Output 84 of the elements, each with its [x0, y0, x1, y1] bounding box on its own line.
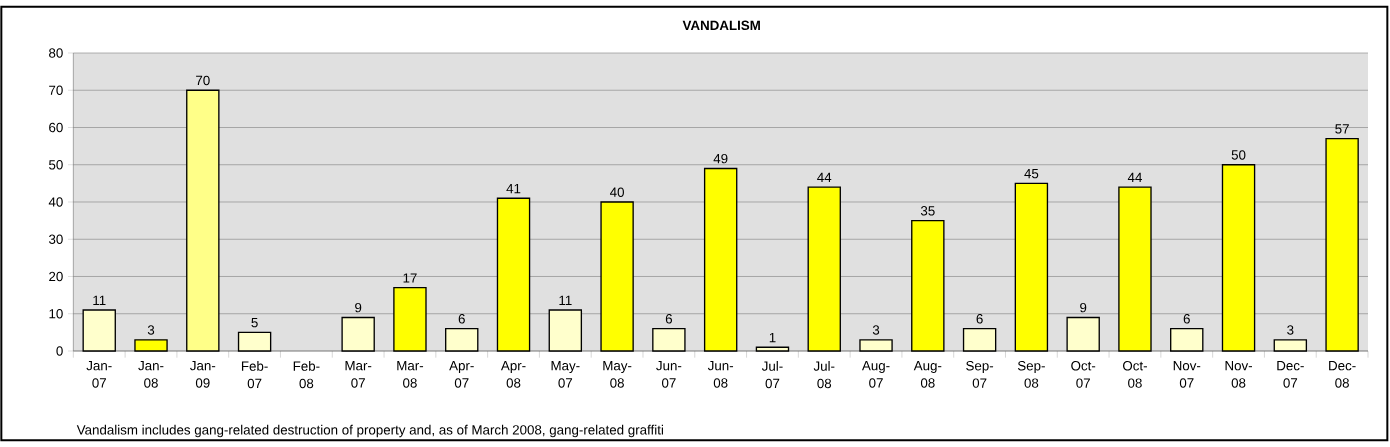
x-tick-label: May- 08 [603, 361, 632, 388]
bar [1221, 164, 1256, 352]
x-tick-label: Feb- 07 [241, 361, 268, 389]
data-label: 6 [458, 314, 465, 324]
bar [1014, 182, 1049, 352]
bar [807, 186, 841, 352]
data-label: 3 [872, 325, 880, 335]
y-tick-label: 50 [49, 160, 63, 170]
bar [1325, 138, 1359, 352]
bar [237, 331, 272, 352]
x-tick-label: Jul- 08 [813, 361, 835, 389]
bar [548, 309, 583, 352]
bar [911, 219, 945, 352]
data-label: 45 [1024, 168, 1039, 179]
data-label: 1 [769, 332, 776, 343]
y-tick-label: 70 [49, 85, 63, 95]
x-tick-label: Aug- 08 [913, 361, 942, 388]
data-label: 17 [403, 273, 417, 283]
x-tick-label: Sep- 07 [966, 361, 994, 388]
data-label: 9 [1080, 302, 1087, 313]
x-tick-label: Jan- 08 [138, 361, 164, 388]
bar [962, 327, 997, 352]
bar [703, 167, 738, 352]
text: Vandalism includes gang-related destruction of property and, as of March 2008, gang-related graffiti [76, 424, 663, 438]
data-label: 57 [1335, 124, 1349, 134]
x-tick-label: Jun- 07 [656, 361, 682, 388]
x-tick-label: Nov- 07 [1173, 361, 1201, 388]
data-label: 6 [1183, 314, 1190, 324]
chart-title: VANDALISM [682, 20, 760, 31]
data-label: 6 [665, 314, 673, 324]
data-label: 44 [1127, 172, 1142, 182]
data-label: 3 [1287, 325, 1294, 335]
bar [859, 339, 893, 352]
bar [496, 197, 531, 352]
bar [1273, 339, 1308, 352]
x-tick-label: Mar- 08 [397, 361, 424, 388]
data-label: 3 [147, 325, 155, 335]
data-label: 41 [506, 183, 521, 194]
x-tick-label: Apr- 08 [500, 361, 526, 388]
x-tick-label: Apr- 07 [449, 361, 474, 388]
x-tick-label: Nov- 08 [1225, 361, 1253, 388]
data-label: 5 [251, 317, 258, 328]
y-tick-label: 10 [49, 309, 63, 319]
x-tick-label: Feb- 08 [293, 361, 320, 389]
data-label: 35 [920, 206, 935, 216]
bar [1118, 186, 1152, 352]
data-label: 49 [713, 153, 728, 164]
data-label: 11 [93, 295, 106, 305]
bar [755, 346, 790, 352]
bar [1066, 316, 1100, 352]
x-tick-label: Jan- 07 [86, 361, 112, 388]
x-tick-label: Oct- 07 [1071, 361, 1096, 388]
y-tick-label: 0 [56, 346, 63, 356]
data-label: 50 [1231, 150, 1246, 160]
x-tick-label: Dec- 07 [1277, 361, 1304, 388]
x-tick-label: Mar- 07 [345, 361, 372, 388]
y-tick-label: 40 [48, 197, 63, 207]
bar [600, 201, 634, 352]
bar [134, 339, 168, 352]
data-label: 40 [609, 187, 624, 197]
data-label: 44 [817, 172, 832, 182]
x-tick-label: May- 07 [551, 361, 580, 388]
bar [82, 309, 116, 352]
y-tick-label: 80 [49, 48, 63, 58]
bar [445, 327, 479, 352]
x-tick-label: Oct- 08 [1123, 361, 1147, 388]
bar [186, 89, 220, 352]
y-tick-label: 60 [49, 122, 63, 133]
data-label: 70 [196, 75, 210, 86]
y-tick-label: 30 [48, 234, 63, 244]
x-tick-label: Jul- 07 [761, 361, 783, 389]
data-label: 9 [355, 302, 362, 313]
x-tick-label: Jun- 08 [707, 361, 734, 388]
x-tick-label: Aug- 07 [861, 361, 890, 388]
x-tick-label: Jan- 09 [190, 361, 216, 388]
bar [393, 287, 427, 352]
data-label: 11 [559, 295, 572, 305]
bar [652, 327, 686, 352]
data-label: 6 [976, 314, 983, 324]
x-tick-label: Dec- 08 [1329, 361, 1356, 388]
bar [1170, 327, 1204, 352]
bar [341, 316, 375, 352]
x-tick-label: Sep- 08 [1017, 361, 1045, 388]
y-tick-label: 20 [49, 271, 63, 282]
